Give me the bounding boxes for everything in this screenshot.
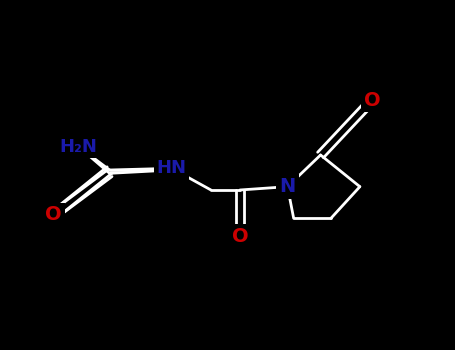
- Text: HN: HN: [157, 159, 187, 177]
- Text: O: O: [364, 91, 380, 110]
- Text: O: O: [46, 205, 62, 224]
- Text: O: O: [232, 227, 248, 246]
- Text: H₂N: H₂N: [60, 138, 97, 156]
- Text: N: N: [279, 177, 296, 196]
